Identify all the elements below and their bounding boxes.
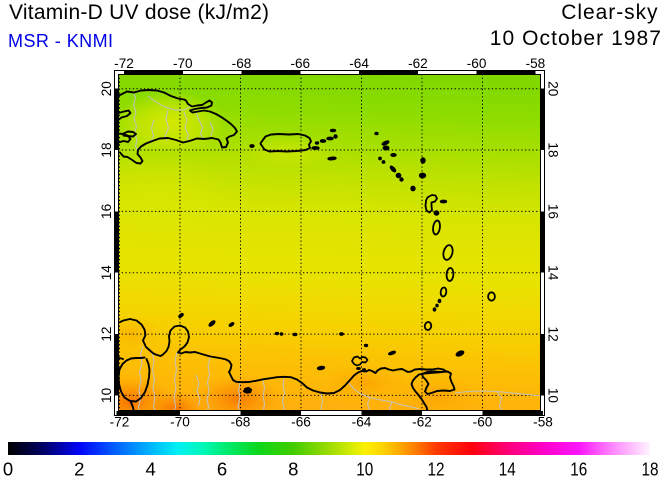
svg-text:-70: -70 <box>173 56 193 71</box>
svg-text:-58: -58 <box>533 415 553 430</box>
svg-text:-68: -68 <box>231 415 251 430</box>
svg-text:16: 16 <box>546 204 561 219</box>
svg-text:-60: -60 <box>473 415 493 430</box>
svg-text:-64: -64 <box>352 415 372 430</box>
svg-text:-68: -68 <box>232 56 252 71</box>
svg-text:12: 12 <box>99 327 114 342</box>
svg-text:4: 4 <box>146 458 156 479</box>
svg-text:16: 16 <box>570 458 587 479</box>
svg-text:2: 2 <box>74 458 84 479</box>
svg-text:-66: -66 <box>290 56 310 71</box>
svg-text:-70: -70 <box>170 415 190 430</box>
svg-text:0: 0 <box>3 458 13 479</box>
svg-text:14: 14 <box>99 265 114 281</box>
svg-text:18: 18 <box>99 142 114 157</box>
svg-text:-64: -64 <box>349 56 369 71</box>
svg-text:6: 6 <box>217 458 227 479</box>
svg-text:18: 18 <box>642 458 659 479</box>
svg-text:-62: -62 <box>412 415 432 430</box>
svg-text:12: 12 <box>546 327 561 342</box>
svg-text:10: 10 <box>546 388 561 404</box>
svg-text:10: 10 <box>99 387 114 403</box>
svg-text:16: 16 <box>99 204 114 219</box>
svg-text:-60: -60 <box>467 56 487 71</box>
svg-text:-72: -72 <box>110 415 130 430</box>
svg-text:12: 12 <box>428 458 445 479</box>
svg-text:14: 14 <box>499 458 516 479</box>
svg-text:8: 8 <box>288 458 298 479</box>
svg-text:-66: -66 <box>291 415 311 430</box>
svg-text:-72: -72 <box>114 56 134 71</box>
svg-text:-58: -58 <box>526 56 546 71</box>
svg-text:20: 20 <box>99 81 114 97</box>
svg-text:20: 20 <box>546 81 561 97</box>
svg-text:10: 10 <box>356 458 373 479</box>
svg-text:14: 14 <box>546 265 561 281</box>
svg-text:18: 18 <box>546 142 561 157</box>
svg-text:-62: -62 <box>408 56 428 71</box>
